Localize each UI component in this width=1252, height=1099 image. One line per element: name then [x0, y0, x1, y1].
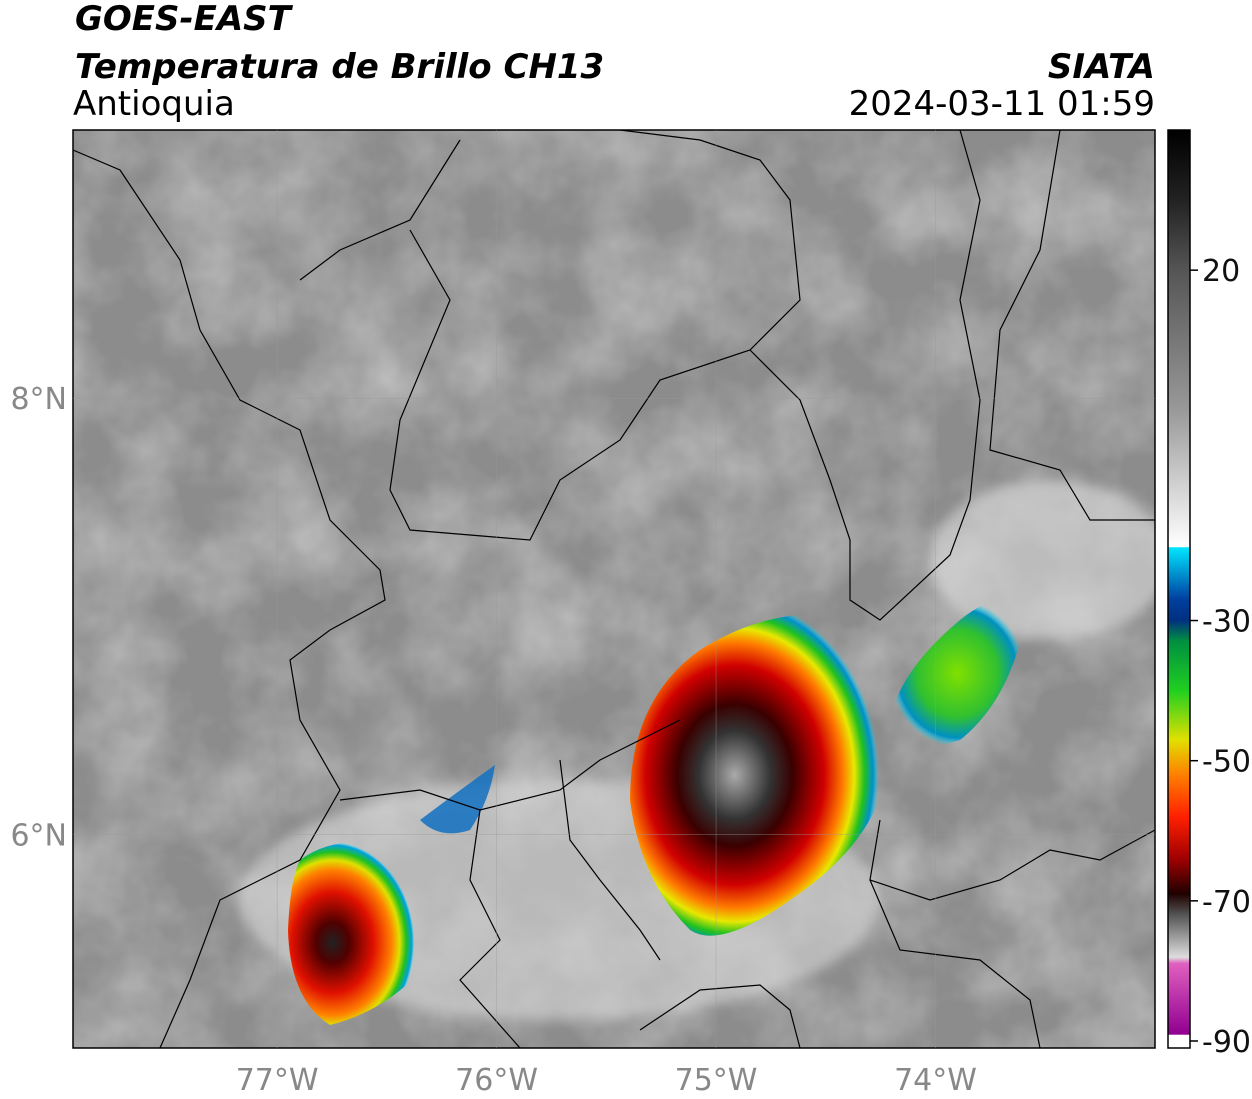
- border: [749, 130, 981, 621]
- border: [639, 984, 801, 1048]
- border: [869, 879, 1041, 1048]
- boundaries: [73, 130, 1155, 1048]
- x-tick-label: 76°W: [455, 1063, 538, 1098]
- map-area: [73, 130, 1155, 1048]
- border: [989, 130, 1155, 521]
- colorbar-tick-label: -30: [1202, 605, 1251, 640]
- colorbar-tick-label: -90: [1202, 1025, 1251, 1060]
- y-tick-label: 6°N: [10, 818, 67, 853]
- x-tick-label: 75°W: [675, 1063, 758, 1098]
- storm-cell: [288, 842, 437, 1025]
- coastline: [73, 149, 386, 1048]
- colorbar-tick-label: -50: [1202, 745, 1251, 780]
- colorbar: [1167, 129, 1191, 1049]
- storm-cell: [890, 600, 1025, 747]
- coastline: [299, 139, 461, 281]
- x-tick-label: 74°W: [894, 1063, 977, 1098]
- region: Antioquia: [73, 84, 235, 124]
- subtitle: Temperatura de Brillo CH13: [75, 47, 604, 87]
- colorbar-tick-label: 20: [1202, 254, 1240, 289]
- border: [559, 759, 661, 961]
- border: [389, 130, 801, 541]
- x-tick-label: 77°W: [236, 1063, 319, 1098]
- title: GOES-EAST: [75, 0, 294, 39]
- colorbar-tick-label: -70: [1202, 885, 1251, 920]
- y-tick-label: 8°N: [10, 382, 67, 417]
- border: [459, 809, 521, 1048]
- border: [339, 719, 681, 811]
- source: SIATA: [1048, 47, 1155, 87]
- storm-cell: [630, 614, 892, 936]
- timestamp: 2024-03-11 01:59: [849, 84, 1155, 124]
- storm-cell: [420, 765, 495, 834]
- map-frame: [72, 129, 1156, 1049]
